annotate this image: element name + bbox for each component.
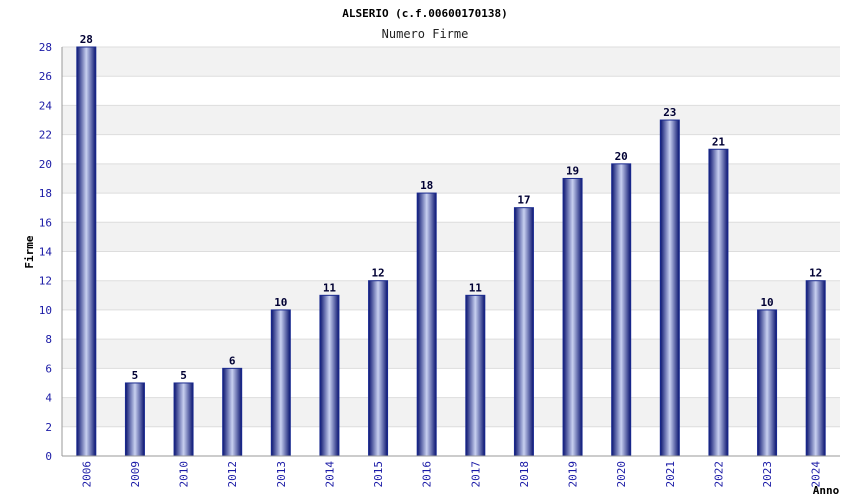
- data-label-2012: 6: [229, 354, 236, 367]
- bar-2020: [611, 163, 632, 457]
- y-tick-label: 12: [39, 275, 52, 288]
- y-axis-label: Firme: [23, 235, 36, 268]
- y-tick-label: 0: [45, 450, 52, 463]
- y-tick-label: 18: [39, 187, 52, 200]
- bar-2012: [222, 367, 243, 457]
- bar-2019: [562, 177, 583, 457]
- bar-2006: [76, 46, 97, 457]
- y-tick-label: 6: [45, 362, 52, 375]
- y-tick-label: 14: [39, 246, 53, 259]
- data-label-2019: 19: [566, 164, 579, 177]
- bar-2014: [319, 294, 340, 457]
- y-tick-label: 22: [39, 129, 52, 142]
- data-label-2017: 11: [469, 281, 483, 294]
- bar-2017: [465, 294, 486, 457]
- bar-2016: [416, 192, 437, 457]
- y-tick-label: 20: [39, 158, 52, 171]
- bar-2024: [805, 280, 826, 457]
- x-tick-label-2014: 2014: [323, 461, 336, 488]
- grid-band: [62, 47, 840, 77]
- x-tick-label-2017: 2017: [469, 461, 482, 488]
- data-label-2015: 12: [371, 267, 384, 280]
- bar-2021: [659, 119, 680, 457]
- x-tick-label-2015: 2015: [372, 461, 385, 488]
- chart-subtitle: Numero Firme: [382, 27, 469, 41]
- x-tick-label-2012: 2012: [226, 461, 239, 488]
- data-label-2013: 10: [274, 296, 287, 309]
- y-tick-label: 26: [39, 70, 52, 83]
- x-tick-label-2024: 2024: [810, 461, 823, 488]
- x-axis-label: Anno: [813, 484, 840, 497]
- x-tick-label-2013: 2013: [275, 461, 288, 488]
- data-label-2022: 21: [712, 135, 726, 148]
- data-label-2009: 5: [132, 369, 139, 382]
- chart-title: ALSERIO (c.f.00600170138): [342, 7, 508, 20]
- data-label-2023: 10: [760, 296, 773, 309]
- data-label-2024: 12: [809, 267, 822, 280]
- y-tick-label: 10: [39, 304, 52, 317]
- x-tick-label-2020: 2020: [615, 461, 628, 488]
- y-tick-label: 2: [45, 421, 52, 434]
- data-label-2006: 28: [80, 33, 93, 46]
- bar-2013: [270, 309, 291, 457]
- x-axis-ticks: 2006 2009 2010 2012 2013 2014 2015 2016 2017 2018…: [80, 461, 822, 488]
- data-label-2021: 23: [663, 106, 676, 119]
- x-tick-label-2023: 2023: [761, 461, 774, 488]
- bar-2023: [757, 309, 778, 457]
- grid-band: [62, 105, 840, 135]
- x-tick-label-2021: 2021: [664, 461, 677, 488]
- data-labels: 28 5 5 6 10 11 12 18 11 17 19 20 23 21 10 12: [80, 33, 823, 382]
- data-label-2010: 5: [180, 369, 187, 382]
- data-label-2014: 11: [323, 281, 337, 294]
- x-tick-label-2019: 2019: [567, 461, 580, 488]
- bar-2009: [124, 382, 145, 457]
- data-label-2020: 20: [615, 150, 628, 163]
- y-tick-label: 28: [39, 41, 52, 54]
- x-tick-label-2010: 2010: [178, 461, 191, 488]
- bar-2022: [708, 148, 729, 457]
- bar-2010: [173, 382, 194, 457]
- y-tick-label: 8: [45, 333, 52, 346]
- data-label-2018: 17: [517, 194, 530, 207]
- x-tick-label-2018: 2018: [518, 461, 531, 488]
- x-tick-label-2009: 2009: [129, 461, 142, 488]
- bar-2018: [513, 207, 534, 457]
- x-tick-label-2022: 2022: [712, 461, 725, 488]
- bar-2015: [368, 280, 389, 457]
- y-tick-label: 24: [39, 99, 53, 112]
- data-label-2016: 18: [420, 179, 433, 192]
- x-tick-label-2016: 2016: [421, 461, 434, 488]
- y-tick-label: 4: [45, 392, 52, 405]
- x-tick-label-2006: 2006: [80, 461, 93, 488]
- y-tick-label: 16: [39, 216, 52, 229]
